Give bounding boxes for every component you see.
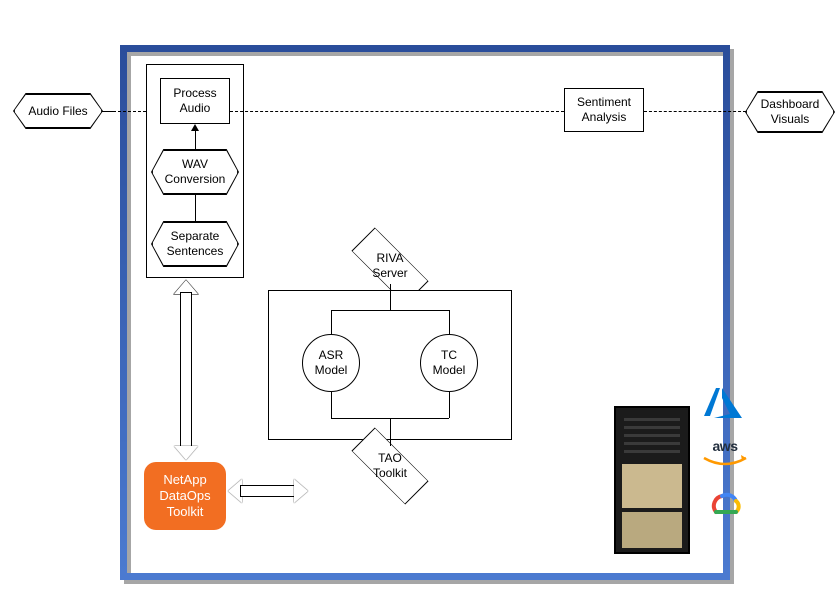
wav-conversion-label: WAV Conversion bbox=[165, 157, 226, 187]
process-audio-label: Process Audio bbox=[173, 86, 216, 116]
sentiment-analysis-node: Sentiment Analysis bbox=[564, 88, 644, 132]
wav-conversion-node: WAV Conversion bbox=[152, 150, 238, 194]
branch-top-vert bbox=[390, 291, 391, 311]
edge-sentiment-dashboard bbox=[644, 111, 746, 112]
branch-top-horiz bbox=[331, 310, 449, 311]
server-rack bbox=[614, 406, 690, 554]
edge-wav-process-head bbox=[191, 124, 199, 131]
tc-model-label: TC Model bbox=[433, 348, 466, 378]
netapp-dataops-label: NetApp DataOps Toolkit bbox=[159, 472, 210, 521]
process-audio-node: Process Audio bbox=[160, 78, 230, 124]
separate-sentences-node: Separate Sentences bbox=[152, 222, 238, 266]
branch-bot-right bbox=[449, 392, 450, 418]
edge-inner-tao bbox=[390, 440, 391, 446]
branch-top-left bbox=[331, 310, 332, 334]
tao-toolkit-label: TAO Toolkit bbox=[373, 451, 407, 481]
azure-logo-icon bbox=[704, 386, 744, 422]
edge-sep-wav bbox=[195, 194, 196, 222]
separate-sentences-label: Separate Sentences bbox=[167, 229, 224, 259]
asr-model-label: ASR Model bbox=[315, 348, 348, 378]
riva-server-label: RIVA Server bbox=[372, 251, 407, 281]
tc-model-node: TC Model bbox=[420, 334, 478, 392]
dashboard-visuals-node: Dashboard Visuals bbox=[746, 92, 834, 132]
thick-arrow-vertical bbox=[177, 280, 195, 460]
branch-top-right bbox=[449, 310, 450, 334]
gcp-logo-icon bbox=[706, 490, 744, 520]
sentiment-analysis-label: Sentiment Analysis bbox=[577, 95, 631, 125]
dashboard-visuals-label: Dashboard Visuals bbox=[761, 97, 820, 127]
audio-files-label: Audio Files bbox=[28, 104, 87, 119]
edge-wav-process bbox=[195, 130, 196, 150]
audio-files-node: Audio Files bbox=[14, 94, 102, 128]
aws-logo-text: aws bbox=[713, 438, 738, 454]
edge-process-sentiment bbox=[230, 111, 564, 112]
asr-model-node: ASR Model bbox=[302, 334, 360, 392]
netapp-dataops-node: NetApp DataOps Toolkit bbox=[144, 462, 226, 530]
edge-audio-process bbox=[102, 111, 116, 112]
aws-logo-icon: aws bbox=[700, 436, 750, 470]
thick-arrow-horizontal bbox=[228, 482, 308, 500]
branch-bot-left bbox=[331, 392, 332, 418]
